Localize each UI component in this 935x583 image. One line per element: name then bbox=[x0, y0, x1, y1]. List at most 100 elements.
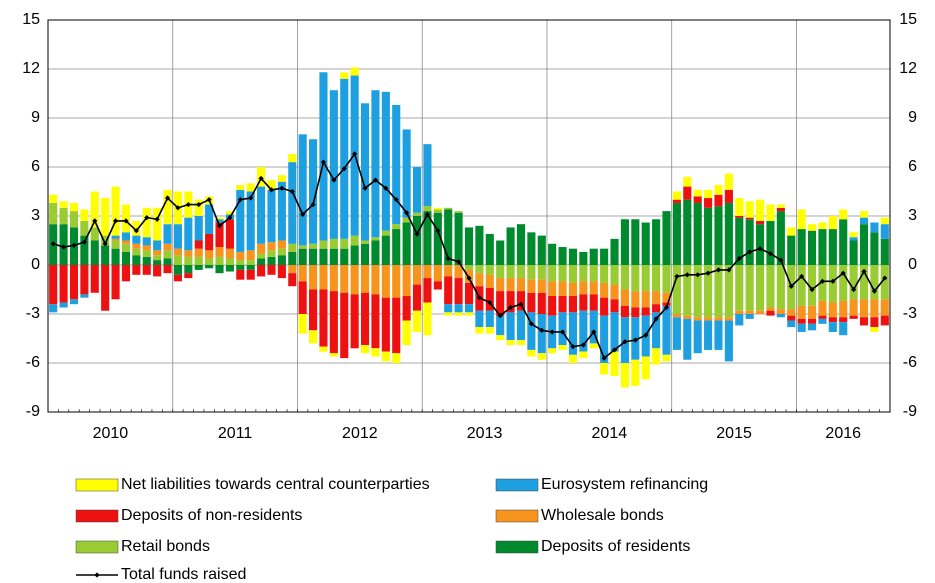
bar-segment bbox=[423, 302, 432, 336]
bar-segment bbox=[807, 230, 817, 265]
bar-segment bbox=[340, 78, 349, 239]
bar-segment bbox=[745, 201, 754, 218]
bar-segment bbox=[267, 180, 276, 190]
bar-segment bbox=[132, 255, 141, 265]
bar-segment bbox=[184, 273, 193, 279]
bar-segment bbox=[672, 191, 681, 200]
bar-segment bbox=[704, 320, 713, 350]
bar-segment bbox=[153, 260, 162, 265]
bar-segment bbox=[568, 296, 578, 313]
bar-segment bbox=[849, 299, 858, 316]
bar-segment bbox=[652, 304, 661, 313]
total-marker bbox=[882, 275, 888, 281]
bar-segment bbox=[246, 250, 255, 261]
bar-segment bbox=[589, 343, 598, 349]
bar-segment bbox=[641, 356, 650, 380]
bar-segment bbox=[153, 240, 162, 251]
bar-segment bbox=[80, 220, 89, 236]
bar-segment bbox=[329, 90, 338, 239]
bar-segment bbox=[215, 222, 224, 248]
bar-segment bbox=[350, 67, 359, 76]
bar-segment bbox=[215, 247, 224, 257]
bar-segment bbox=[818, 222, 827, 230]
bar-segment bbox=[433, 212, 442, 265]
total-marker bbox=[726, 267, 732, 273]
bar-segment bbox=[444, 265, 453, 277]
bar-segment bbox=[828, 216, 837, 230]
bar-segment bbox=[839, 300, 848, 318]
bar-segment bbox=[444, 304, 453, 313]
bar-segment bbox=[381, 230, 390, 236]
bar-segment bbox=[163, 224, 172, 244]
bar-segment bbox=[267, 242, 276, 251]
bar-segment bbox=[548, 243, 557, 265]
bar-segment bbox=[236, 269, 245, 280]
legend-label: Total funds raised bbox=[121, 566, 246, 583]
bar-segment bbox=[506, 278, 515, 292]
bar-segment bbox=[724, 320, 733, 362]
bar-segment bbox=[288, 162, 297, 244]
bar-segment bbox=[807, 323, 817, 331]
bar-segment bbox=[267, 250, 276, 257]
bar-segment bbox=[672, 265, 681, 314]
total-marker bbox=[591, 329, 597, 335]
bar-segment bbox=[153, 265, 162, 277]
total-marker bbox=[778, 257, 784, 263]
bar-segment bbox=[496, 265, 505, 279]
bar-segment bbox=[464, 282, 474, 305]
bar-segment bbox=[277, 248, 286, 256]
legend-swatch bbox=[75, 478, 119, 492]
y-tick-label: 15 bbox=[22, 11, 40, 28]
total-marker bbox=[81, 239, 87, 245]
bar-segment bbox=[246, 191, 255, 251]
bar-segment bbox=[620, 265, 629, 290]
bar-segment bbox=[818, 229, 827, 265]
bar-segment bbox=[205, 250, 214, 259]
bar-segment bbox=[558, 247, 567, 265]
bar-segment bbox=[80, 235, 89, 265]
bar-segment bbox=[412, 284, 422, 311]
bar-segment bbox=[257, 186, 266, 244]
total-marker bbox=[487, 299, 493, 306]
bar-segment bbox=[360, 240, 370, 244]
bar-segment bbox=[496, 278, 505, 292]
total-marker bbox=[414, 231, 420, 237]
bar-segment bbox=[870, 317, 879, 328]
bar-segment bbox=[880, 315, 889, 326]
bar-segment bbox=[111, 240, 120, 249]
total-marker bbox=[466, 275, 472, 281]
bar-segment bbox=[839, 322, 848, 336]
bar-segment bbox=[579, 351, 588, 359]
bar-segment bbox=[194, 248, 203, 257]
bar-segment bbox=[464, 304, 474, 313]
bar-segment bbox=[558, 296, 567, 313]
total-marker bbox=[632, 337, 638, 343]
bar-segment bbox=[527, 232, 536, 265]
bar-segment bbox=[880, 265, 889, 300]
bar-segment bbox=[641, 222, 650, 265]
total-marker bbox=[757, 246, 763, 252]
bar-segment bbox=[797, 323, 806, 332]
total-marker bbox=[663, 304, 670, 311]
bar-segment bbox=[475, 265, 484, 274]
bar-segment bbox=[568, 312, 578, 355]
total-marker bbox=[258, 175, 264, 182]
bar-segment bbox=[610, 284, 619, 300]
total-marker bbox=[289, 188, 295, 195]
bar-segment bbox=[766, 265, 775, 308]
bar-segment bbox=[537, 279, 546, 293]
bar-segment bbox=[839, 317, 848, 323]
bar-segment bbox=[558, 265, 567, 282]
bar-segment bbox=[756, 224, 765, 265]
bar-segment bbox=[142, 250, 151, 257]
bar-segment bbox=[714, 265, 723, 318]
bar-segment bbox=[600, 265, 609, 283]
bar-segment bbox=[205, 258, 214, 265]
bar-segment bbox=[111, 248, 120, 265]
bar-segment bbox=[142, 237, 151, 246]
bar-segment bbox=[236, 265, 245, 270]
bar-segment bbox=[298, 281, 307, 314]
bar-segment bbox=[350, 294, 359, 349]
bar-segment bbox=[90, 265, 99, 293]
bar-segment bbox=[298, 134, 307, 246]
